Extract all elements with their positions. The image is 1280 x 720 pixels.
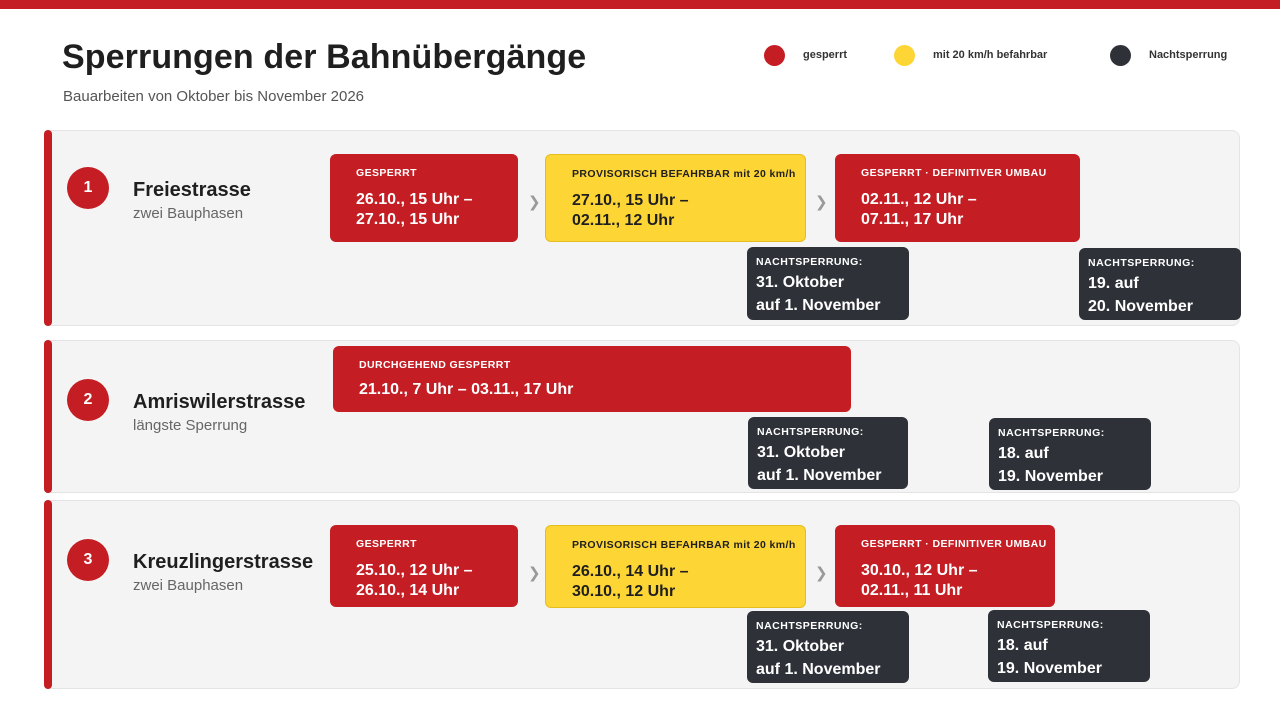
- night-closure-label: NACHTSPERRUNG:: [756, 256, 863, 268]
- night-closure-label: NACHTSPERRUNG:: [997, 619, 1104, 631]
- phase-dates: 02.11., 12 Uhr – 07.11., 17 Uhr: [861, 191, 977, 228]
- night-closure-dates: 31. Oktober auf 1. November: [756, 638, 881, 678]
- crossing-description: zwei Bauphasen: [133, 577, 244, 594]
- page-title: Sperrungen der Bahnübergänge: [62, 38, 587, 76]
- phase-closed-final: GESPERRT · DEFINITIVER UMBAU 30.10., 12 …: [835, 525, 1055, 607]
- night-closure: NACHTSPERRUNG: 31. Oktober auf 1. Novemb…: [748, 417, 908, 489]
- night-closure: NACHTSPERRUNG: 18. auf 19. November: [988, 610, 1150, 682]
- phase-closed: GESPERRT 26.10., 15 Uhr – 27.10., 15 Uhr: [330, 154, 518, 242]
- night-closure-dates: 18. auf 19. November: [997, 637, 1102, 677]
- legend-red-dot-icon: [764, 44, 785, 66]
- crossing-number-badge: 2: [67, 379, 109, 421]
- legend-item-gesperrt: gesperrt: [764, 44, 847, 66]
- night-closure-label: NACHTSPERRUNG:: [1088, 257, 1195, 269]
- phase-label: GESPERRT · DEFINITIVER UMBAU: [861, 538, 1047, 550]
- crossing-name: Amriswilerstrasse: [133, 391, 306, 413]
- top-accent-bar: [0, 0, 1280, 9]
- crossing-number-badge: 1: [67, 167, 109, 209]
- legend-label: Nachtsperrung: [1149, 49, 1228, 61]
- page-subtitle: Bauarbeiten von Oktober bis November 202…: [63, 88, 365, 105]
- phase-dates: 30.10., 12 Uhr – 02.11., 11 Uhr: [861, 562, 978, 599]
- phase-dates: 26.10., 14 Uhr – 30.10., 12 Uhr: [572, 563, 689, 600]
- phase-closed-continuous: DURCHGEHEND GESPERRT 21.10., 7 Uhr – 03.…: [333, 346, 851, 412]
- crossing-description: längste Sperrung: [133, 417, 248, 434]
- night-closure: NACHTSPERRUNG: 31. Oktober auf 1. Novemb…: [747, 247, 909, 320]
- legend-yellow-dot-icon: [894, 44, 915, 66]
- night-closure-label: NACHTSPERRUNG:: [757, 426, 864, 438]
- phase-dates: 25.10., 12 Uhr – 26.10., 14 Uhr: [356, 562, 473, 599]
- phase-closed: GESPERRT 25.10., 12 Uhr – 26.10., 14 Uhr: [330, 525, 518, 607]
- phase-closed-final: GESPERRT · DEFINITIVER UMBAU 02.11., 12 …: [835, 154, 1080, 242]
- phase-provisional: PROVISORISCH BEFAHRBAR mit 20 km/h 26.10…: [545, 525, 806, 608]
- night-closure-dates: 19. auf 20. November: [1088, 275, 1193, 315]
- phase-dates: 27.10., 15 Uhr – 02.11., 12 Uhr: [572, 192, 689, 229]
- phase-label: GESPERRT: [356, 538, 417, 550]
- crossing-name: Kreuzlingerstrasse: [133, 551, 314, 573]
- phase-label: GESPERRT · DEFINITIVER UMBAU: [861, 167, 1047, 179]
- night-closure-dates: 18. auf 19. November: [998, 445, 1103, 485]
- chevron-right-icon: ❯: [815, 194, 828, 211]
- phase-dates: 26.10., 15 Uhr – 27.10., 15 Uhr: [356, 191, 473, 228]
- row-accent-bar: [44, 130, 52, 326]
- legend-dark-dot-icon: [1110, 44, 1131, 66]
- legend-label: gesperrt: [803, 49, 848, 61]
- night-closure-dates: 31. Oktober auf 1. November: [757, 444, 882, 484]
- legend-item-befahrbar: mit 20 km/h befahrbar: [894, 44, 1047, 66]
- phase-label: DURCHGEHEND GESPERRT: [359, 359, 511, 371]
- phase-label: PROVISORISCH BEFAHRBAR mit 20 km/h: [572, 168, 796, 180]
- chevron-right-icon: ❯: [815, 565, 828, 582]
- crossing-number-badge: 3: [67, 539, 109, 581]
- crossing-name: Freiestrasse: [133, 179, 251, 201]
- row-accent-bar: [44, 340, 52, 493]
- crossing-description: zwei Bauphasen: [133, 205, 244, 222]
- night-closure-dates: 31. Oktober auf 1. November: [756, 274, 881, 314]
- phase-label: PROVISORISCH BEFAHRBAR mit 20 km/h: [572, 539, 796, 551]
- night-closure-label: NACHTSPERRUNG:: [756, 620, 863, 632]
- night-closure-label: NACHTSPERRUNG:: [998, 427, 1105, 439]
- chevron-right-icon: ❯: [528, 565, 541, 582]
- row-accent-bar: [44, 500, 52, 689]
- phase-provisional: PROVISORISCH BEFAHRBAR mit 20 km/h 27.10…: [545, 154, 806, 242]
- night-closure: NACHTSPERRUNG: 31. Oktober auf 1. Novemb…: [747, 611, 909, 683]
- legend-item-nachtsperrung: Nachtsperrung: [1110, 44, 1227, 66]
- legend-label: mit 20 km/h befahrbar: [933, 49, 1048, 61]
- chevron-right-icon: ❯: [528, 194, 541, 211]
- phase-dates: 21.10., 7 Uhr – 03.11., 17 Uhr: [359, 381, 574, 398]
- night-closure: NACHTSPERRUNG: 18. auf 19. November: [989, 418, 1151, 490]
- night-closure: NACHTSPERRUNG: 19. auf 20. November: [1079, 248, 1241, 320]
- phase-label: GESPERRT: [356, 167, 417, 179]
